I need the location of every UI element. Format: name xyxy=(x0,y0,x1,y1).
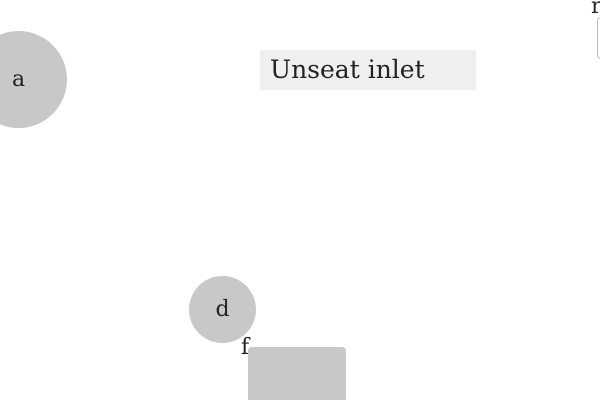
unseat-inlet-label-box[interactable]: Unseat inlet xyxy=(260,50,476,90)
unseat-inlet-label: Unseat inlet xyxy=(270,55,425,84)
label-f: f xyxy=(241,335,250,360)
node-a-label: a xyxy=(11,66,26,92)
node-d-label: d xyxy=(215,296,230,322)
gray-block[interactable] xyxy=(248,347,346,400)
label-r: r xyxy=(591,0,600,19)
edge-panel[interactable] xyxy=(597,17,600,59)
node-a-circle[interactable]: a xyxy=(0,31,67,128)
node-d-circle[interactable]: d xyxy=(189,276,256,343)
